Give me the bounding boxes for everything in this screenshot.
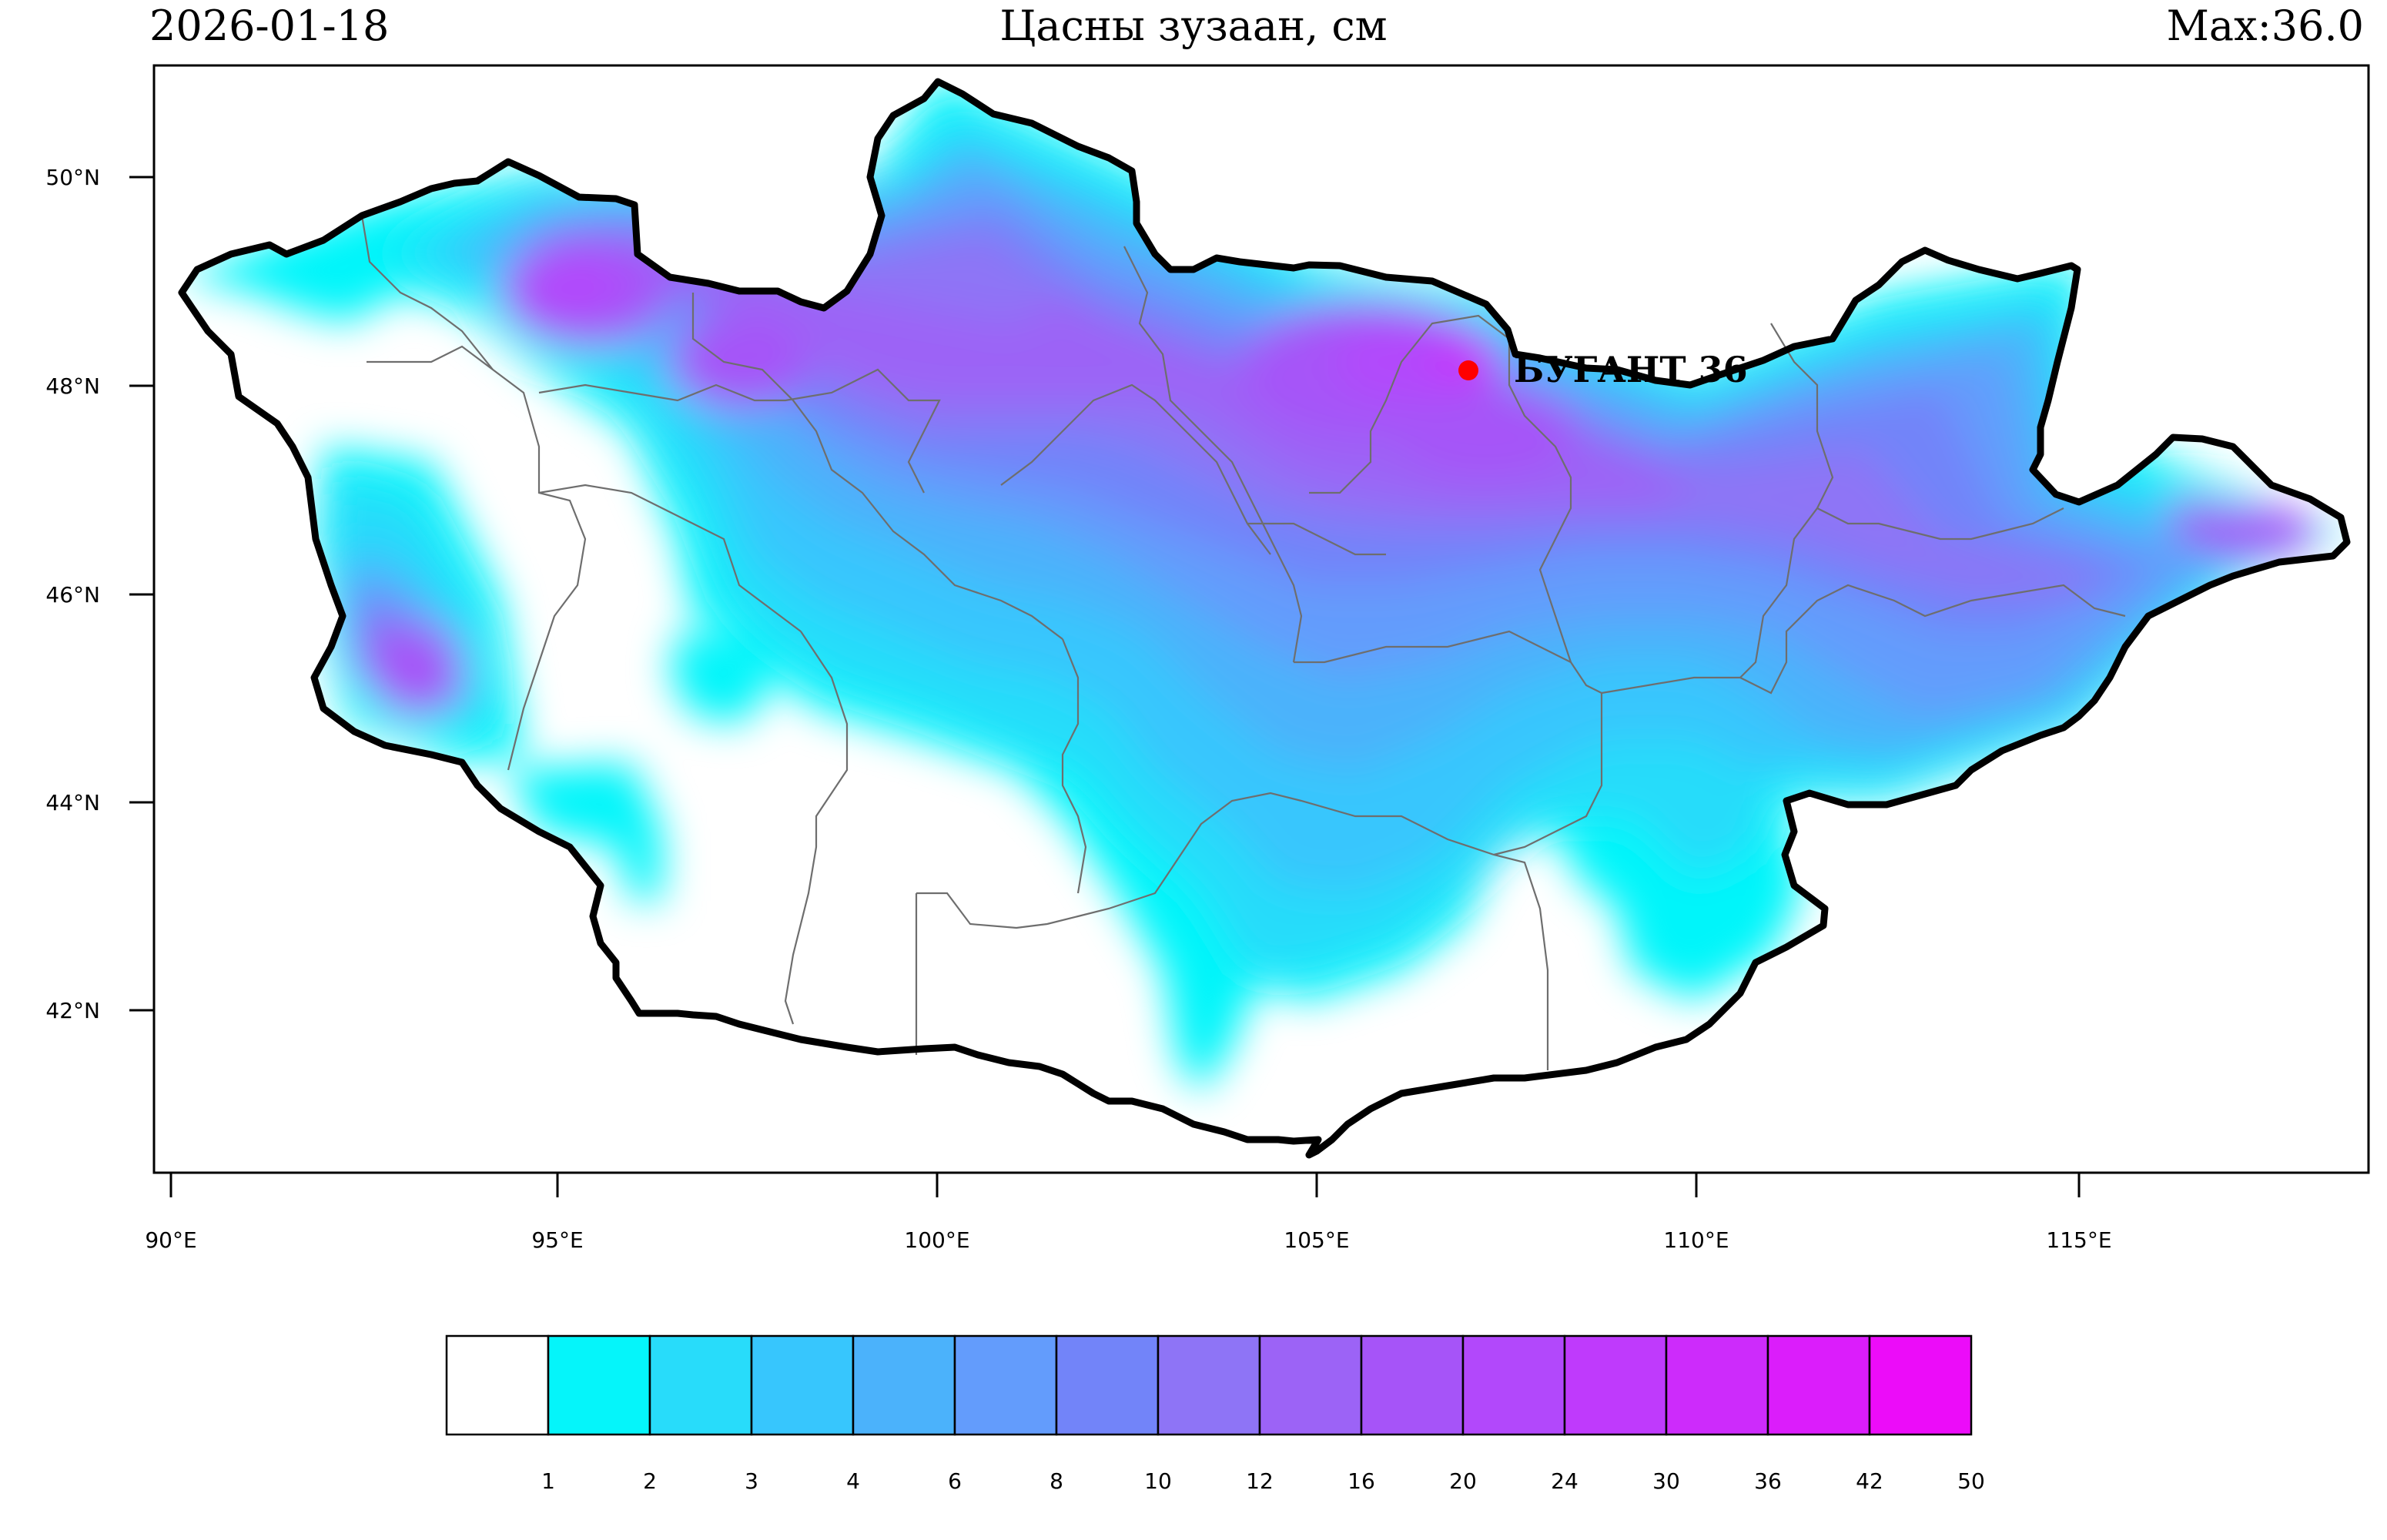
legend-swatch bbox=[648, 1334, 753, 1436]
country-border bbox=[178, 78, 2351, 1159]
lat-label: 50°N bbox=[45, 165, 100, 190]
legend-swatch bbox=[1157, 1334, 1261, 1436]
legend-label: 36 bbox=[1754, 1468, 1782, 1494]
province-border-line bbox=[1247, 522, 1386, 556]
legend-swatch bbox=[953, 1334, 1058, 1436]
legend-label: 42 bbox=[1856, 1468, 1883, 1494]
legend-label: 20 bbox=[1449, 1468, 1477, 1494]
province-border-line bbox=[538, 368, 941, 494]
legend-swatch bbox=[547, 1334, 651, 1436]
legend-label: 10 bbox=[1144, 1468, 1172, 1494]
legend-swatch bbox=[445, 1334, 550, 1436]
snow-depth-field bbox=[182, 82, 2347, 1093]
lon-label: 100°E bbox=[904, 1227, 969, 1253]
legend-label: 24 bbox=[1551, 1468, 1578, 1494]
lat-label: 42°N bbox=[45, 998, 100, 1023]
legend-label: 50 bbox=[1957, 1468, 1985, 1494]
legend-swatch bbox=[1563, 1334, 1668, 1436]
legend-label: 8 bbox=[1050, 1468, 1063, 1494]
legend-label: 30 bbox=[1652, 1468, 1680, 1494]
lat-label: 46°N bbox=[45, 582, 100, 608]
max-value: Max:36.0 bbox=[2166, 2, 2364, 50]
province-border-line bbox=[691, 293, 1063, 640]
station-marker bbox=[1458, 360, 1478, 380]
lat-label: 44°N bbox=[45, 790, 100, 815]
lon-label: 95°E bbox=[531, 1227, 583, 1253]
legend-swatch bbox=[1258, 1334, 1363, 1436]
legend-swatch bbox=[1461, 1334, 1566, 1436]
province-border-line bbox=[1493, 693, 1603, 856]
legend-swatch bbox=[852, 1334, 956, 1436]
map-title: Цасны зузаан, см bbox=[999, 2, 1388, 50]
legend-swatch bbox=[1360, 1334, 1465, 1436]
province-border-line bbox=[1294, 630, 1602, 694]
depth-zone-16-east bbox=[2210, 504, 2318, 558]
legend-label: 16 bbox=[1348, 1468, 1375, 1494]
depth-zone-1-east-patch bbox=[1632, 847, 1756, 932]
lat-axis bbox=[129, 176, 154, 1012]
lon-label: 90°E bbox=[145, 1227, 196, 1253]
province-border-line bbox=[784, 631, 849, 1025]
depth-zone-16-w bbox=[370, 624, 462, 716]
color-legend: 1 2 3 4 6 8 10 12 16 20 24 30 36 42 50 bbox=[445, 1334, 1985, 1494]
depth-zone-1-patch bbox=[670, 631, 770, 724]
depth-zone-1-southwest bbox=[508, 762, 662, 901]
province-border-line bbox=[538, 484, 802, 632]
station-label: БУГАНТ 36 bbox=[1514, 349, 1748, 390]
lon-axis bbox=[169, 1173, 2081, 1197]
province-border-line bbox=[1816, 507, 2064, 541]
province-border-line bbox=[360, 215, 494, 370]
legend-swatch bbox=[750, 1334, 855, 1436]
legend-label: 1 bbox=[541, 1468, 555, 1494]
province-border-line bbox=[1000, 383, 1271, 555]
lat-label: 48°N bbox=[45, 373, 100, 399]
province-border-line bbox=[1123, 246, 1303, 663]
legend-swatch bbox=[1055, 1334, 1160, 1436]
legend-label: 4 bbox=[846, 1468, 860, 1494]
legend-label: 12 bbox=[1246, 1468, 1274, 1494]
legend-swatch bbox=[1868, 1334, 1973, 1436]
province-borders bbox=[360, 215, 2126, 1070]
legend-label: 3 bbox=[745, 1468, 758, 1494]
province-border-line bbox=[916, 792, 1549, 1070]
lon-label: 115°E bbox=[2046, 1227, 2111, 1253]
legend-swatch bbox=[1766, 1334, 1871, 1436]
province-border-line bbox=[1061, 638, 1087, 894]
legend-swatch bbox=[1665, 1334, 1769, 1436]
map-date: 2026-01-18 bbox=[149, 2, 390, 50]
province-border-line bbox=[1309, 314, 1572, 663]
lon-label: 105°E bbox=[1284, 1227, 1349, 1253]
legend-label: 2 bbox=[643, 1468, 657, 1494]
depth-zone-16-ne2 bbox=[1394, 385, 1578, 477]
depth-zone-16-n bbox=[670, 316, 808, 408]
depth-zone-20-nw bbox=[516, 254, 624, 316]
province-border-line bbox=[1601, 584, 2126, 695]
lon-label: 110°E bbox=[1663, 1227, 1729, 1253]
legend-label: 6 bbox=[948, 1468, 962, 1494]
